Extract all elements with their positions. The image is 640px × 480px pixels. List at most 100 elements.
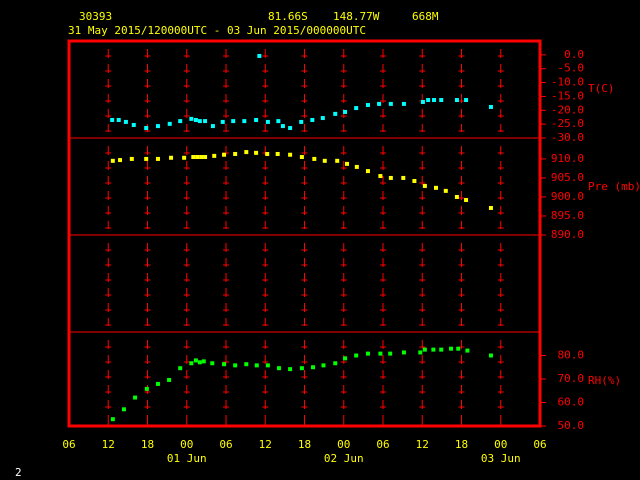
data-point: [456, 346, 461, 351]
data-point: [280, 124, 285, 129]
data-point: [418, 350, 423, 355]
data-point: [144, 386, 149, 391]
data-point: [299, 366, 304, 371]
y-axis-label: Pre (mb): [588, 180, 640, 193]
data-point: [422, 347, 427, 352]
data-point: [311, 365, 316, 370]
data-point: [110, 117, 115, 122]
x-tick-label: 06: [533, 438, 546, 451]
y-tick-label: 910.0: [551, 152, 584, 165]
x-tick-label: 12: [416, 438, 429, 451]
data-point: [488, 205, 493, 210]
data-point: [210, 361, 215, 366]
data-point: [454, 194, 459, 199]
data-point: [388, 351, 393, 356]
data-point: [401, 101, 406, 106]
data-point: [439, 347, 444, 352]
data-point: [276, 119, 281, 124]
data-point: [275, 151, 280, 156]
data-point: [233, 151, 238, 156]
data-point: [199, 155, 204, 160]
data-point: [465, 348, 470, 353]
data-point: [203, 119, 208, 124]
data-point: [182, 155, 187, 160]
data-point: [320, 116, 325, 121]
data-point: [377, 101, 382, 106]
y-tick-label: 905.0: [551, 171, 584, 184]
data-point: [265, 119, 270, 124]
data-point: [222, 152, 227, 157]
data-point: [144, 156, 149, 161]
data-point: [354, 106, 359, 111]
data-point: [449, 346, 454, 351]
x-tick-label: 00: [494, 438, 507, 451]
data-point: [343, 356, 348, 361]
y-axis-label: RH(%): [588, 374, 621, 387]
data-point: [201, 359, 206, 364]
data-point: [167, 377, 172, 382]
data-point: [265, 151, 270, 156]
data-point: [131, 122, 136, 127]
data-point: [422, 183, 427, 188]
data-point: [378, 174, 383, 179]
data-point: [322, 158, 327, 163]
data-point: [345, 161, 350, 166]
data-point: [431, 347, 436, 352]
data-point: [254, 117, 259, 122]
data-point: [488, 104, 493, 109]
y-tick-label: -25.0: [551, 117, 584, 130]
data-point: [288, 126, 293, 131]
data-point: [443, 188, 448, 193]
data-point: [210, 124, 215, 129]
data-point: [388, 175, 393, 180]
data-point: [110, 417, 115, 422]
data-point: [222, 362, 227, 367]
y-tick-label: 50.0: [558, 419, 585, 432]
data-point: [299, 119, 304, 124]
y-tick-label: 70.0: [558, 372, 585, 385]
y-tick-label: -15.0: [551, 89, 584, 102]
data-point: [464, 198, 469, 203]
data-point: [420, 99, 425, 104]
data-point: [203, 155, 208, 160]
x-tick-label: 12: [259, 438, 272, 451]
data-point: [193, 117, 198, 122]
y-tick-label: 900.0: [551, 190, 584, 203]
y-tick-label: -30.0: [551, 131, 584, 144]
data-point: [212, 153, 217, 158]
y-tick-label: 895.0: [551, 209, 584, 222]
data-point: [333, 361, 338, 366]
period: 31 May 2015/120000UTC - 03 Jun 2015/0000…: [68, 24, 366, 37]
data-point: [333, 111, 338, 116]
x-tick-label: 06: [219, 438, 232, 451]
data-point: [254, 150, 259, 155]
data-point: [321, 363, 326, 368]
data-point: [432, 98, 437, 103]
data-point: [426, 98, 431, 103]
data-point: [191, 155, 196, 160]
x-tick-label: 06: [62, 438, 75, 451]
data-point: [244, 150, 249, 155]
data-point: [288, 152, 293, 157]
x-tick-label: 18: [141, 438, 154, 451]
longitude: 148.77W: [333, 10, 380, 23]
elevation: 668M: [412, 10, 439, 23]
data-point: [220, 119, 225, 124]
x-tick-label: 12: [102, 438, 115, 451]
page-number: 2: [15, 466, 22, 479]
y-tick-label: 0.0: [564, 48, 584, 61]
data-point: [388, 101, 393, 106]
data-point: [167, 121, 172, 126]
data-point: [254, 363, 259, 368]
x-tick-label: 18: [455, 438, 468, 451]
data-point: [169, 155, 174, 160]
y-tick-label: -10.0: [551, 76, 584, 89]
data-point: [155, 124, 160, 129]
data-point: [365, 103, 370, 108]
data-point: [242, 119, 247, 124]
latitude: 81.66S: [268, 10, 308, 23]
data-point: [193, 358, 198, 363]
data-point: [433, 185, 438, 190]
data-point: [401, 350, 406, 355]
day-label: 02 Jun: [324, 452, 364, 465]
